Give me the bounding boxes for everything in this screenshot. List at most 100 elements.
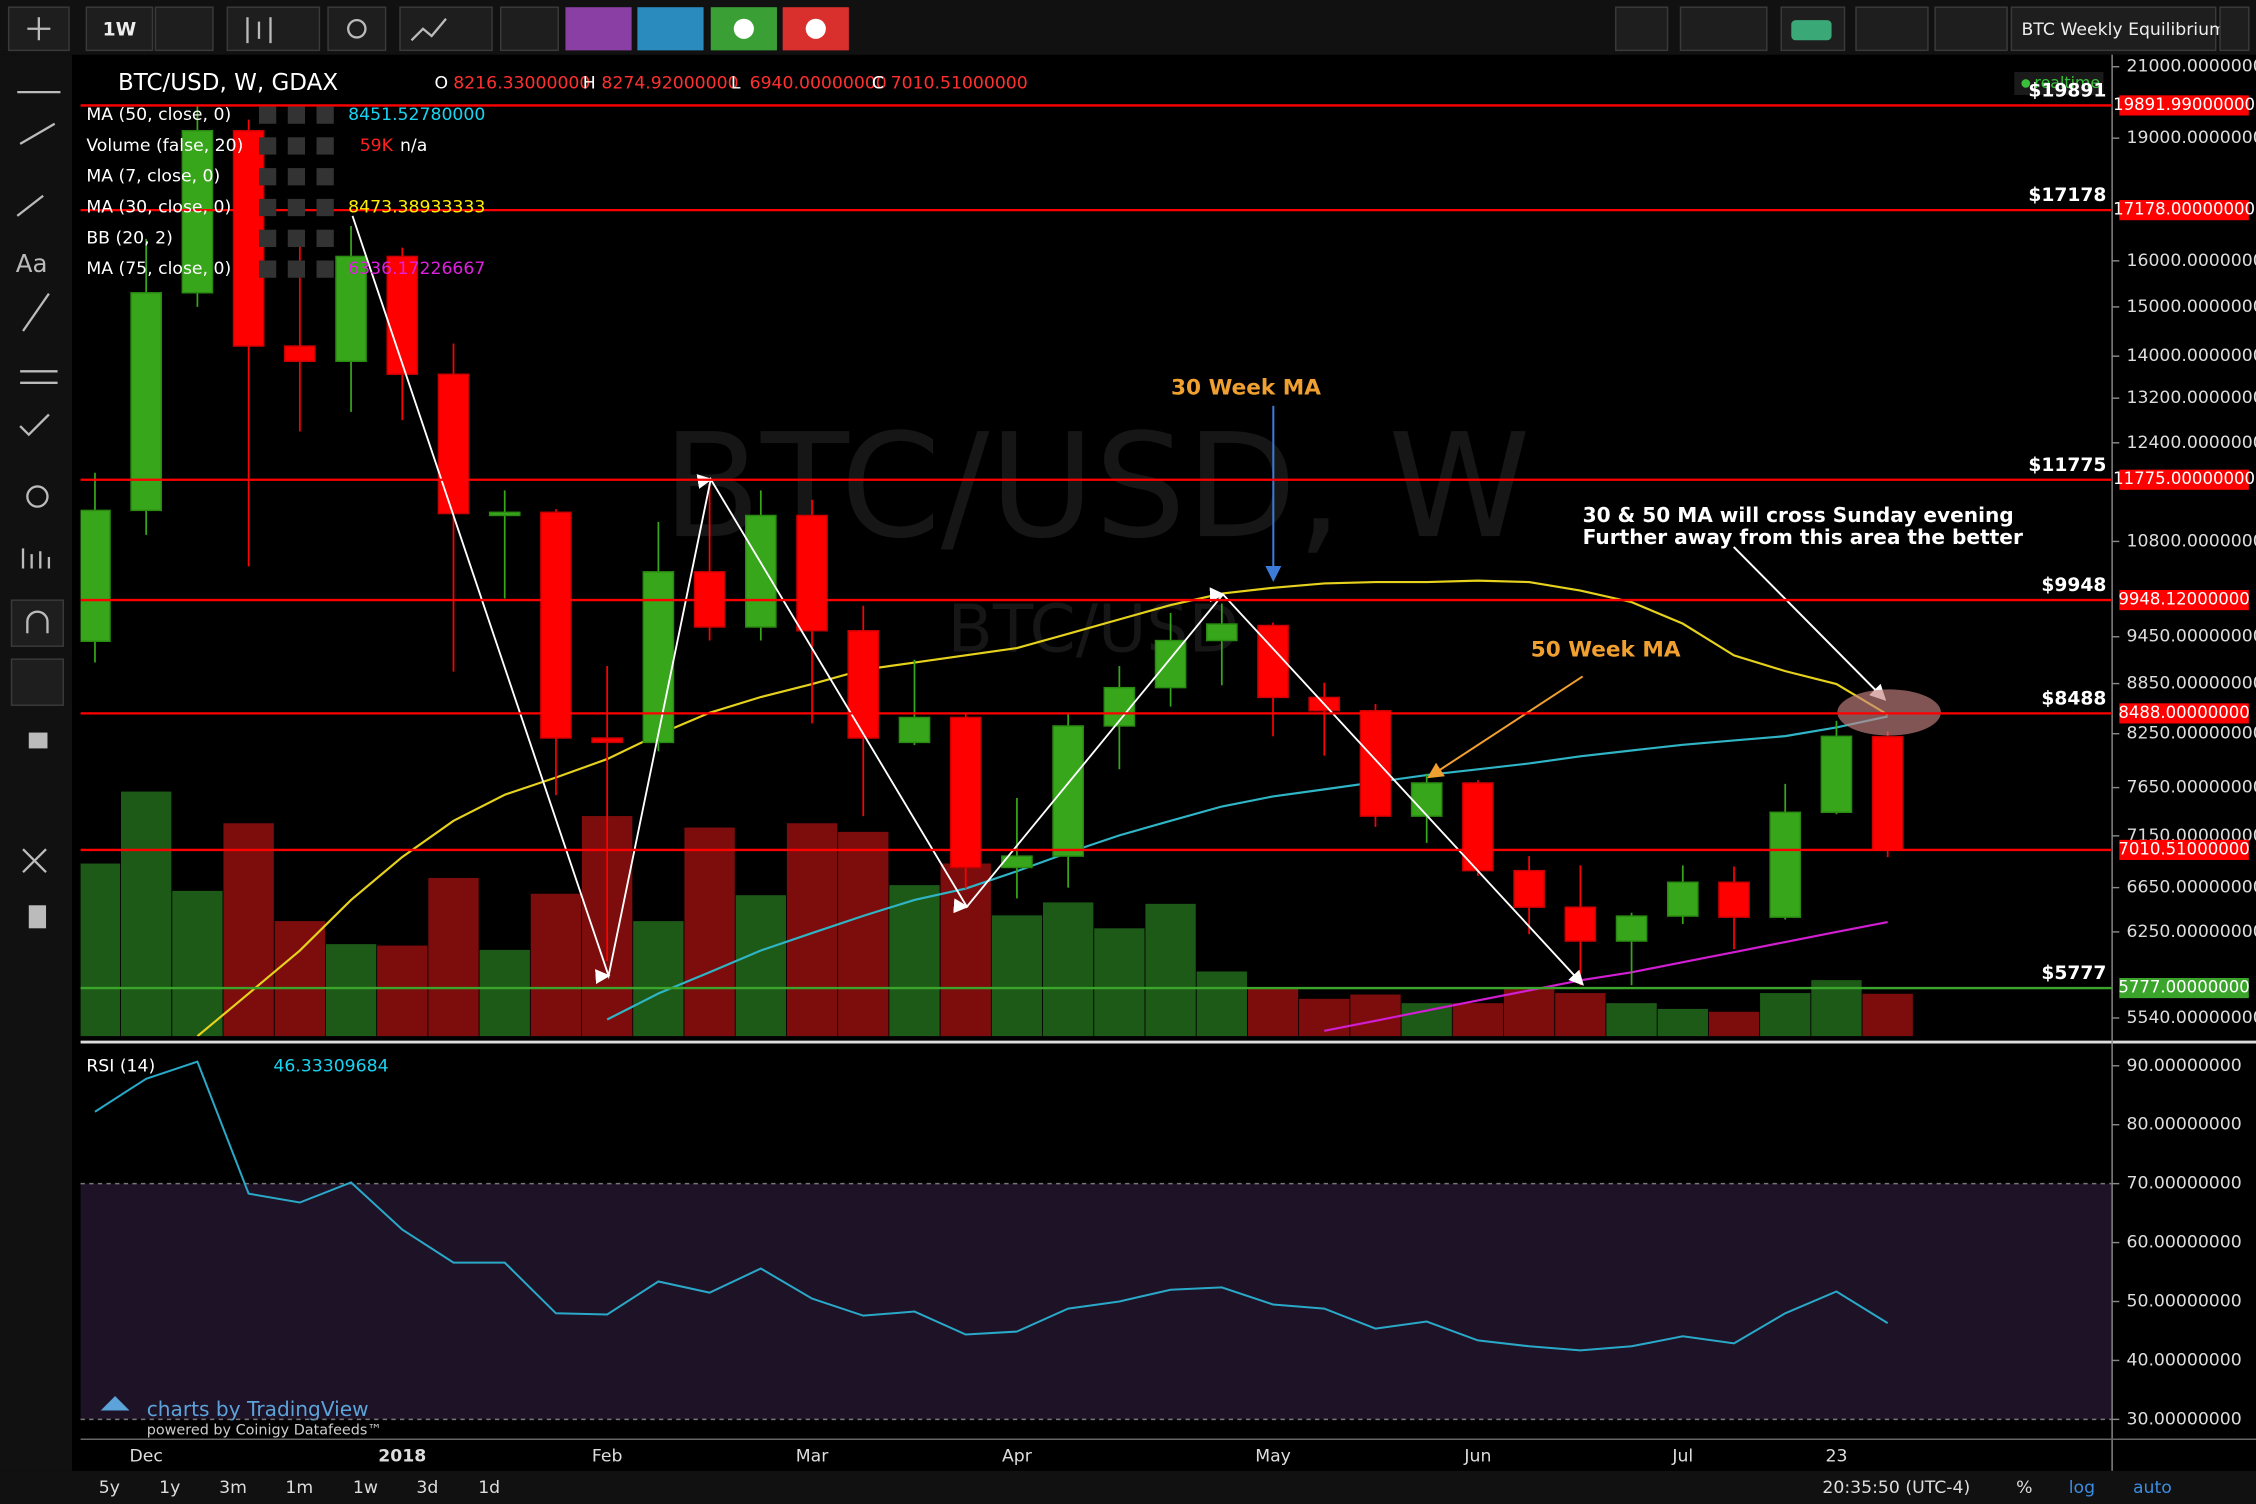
- indicator-control[interactable]: [287, 137, 306, 155]
- icon: [347, 18, 367, 39]
- candle-body: [540, 511, 572, 739]
- indicator-control[interactable]: [316, 229, 334, 247]
- range-button[interactable]: 5y: [99, 1478, 120, 1498]
- level-box: [2119, 200, 2249, 221]
- layout-menu[interactable]: [2219, 6, 2250, 52]
- indicator-control[interactable]: [316, 168, 334, 186]
- indicator-control[interactable]: [316, 198, 334, 217]
- load-button[interactable]: [1855, 6, 1929, 52]
- volume-bar: [1606, 1003, 1657, 1037]
- y-tick-label: 8850.00000000: [2127, 674, 2256, 694]
- y-tick-label: 80.00000000: [2127, 1115, 2242, 1135]
- indicator-control[interactable]: [287, 229, 306, 247]
- candle-body: [1513, 869, 1545, 908]
- icon: [246, 17, 272, 44]
- volume-bar: [1350, 994, 1401, 1037]
- footer: 5y 1y 3m 1m 1w 3d 1d% log auto: [99, 1478, 2172, 1498]
- interval-button[interactable]: [85, 6, 154, 52]
- indicator-control[interactable]: [316, 106, 334, 124]
- annotation: 50 Week MA: [1531, 638, 1681, 663]
- indicator-name[interactable]: Volume (false, 20): [86, 136, 243, 156]
- candle-body: [744, 514, 777, 628]
- volume-bar: [1452, 1003, 1504, 1037]
- range-button[interactable]: 3m: [219, 1478, 247, 1498]
- range-button[interactable]: 1y: [159, 1478, 180, 1498]
- rsi-band-bg: [80, 1183, 2113, 1420]
- indicators-button[interactable]: [399, 6, 493, 52]
- candle-body: [284, 345, 316, 363]
- candle-body: [847, 630, 880, 739]
- zoom-tool[interactable]: [26, 485, 49, 508]
- volume-bar: [684, 827, 735, 1037]
- indicator-control[interactable]: [316, 260, 334, 278]
- alert-button[interactable]: [637, 7, 704, 51]
- range-button[interactable]: 1d: [478, 1478, 500, 1498]
- y-tick-label: 5540.00000000: [2127, 1008, 2256, 1028]
- indicator-control[interactable]: [258, 137, 277, 155]
- indicator-name[interactable]: BB (20, 2): [86, 228, 173, 248]
- volume-bar: [274, 921, 326, 1037]
- remove-tool[interactable]: [22, 848, 47, 873]
- candle-body: [80, 509, 111, 643]
- level-box: [2119, 590, 2249, 611]
- layout-button[interactable]: [2010, 6, 2217, 52]
- chart-style-button[interactable]: [226, 6, 321, 52]
- save-button[interactable]: [1934, 6, 2008, 52]
- ohlc-value: 6940.00000000: [750, 73, 887, 93]
- measure-tool[interactable]: [21, 548, 51, 569]
- y-tick-label: 7650.00000000: [2127, 778, 2256, 798]
- volume-bar: [325, 944, 377, 1037]
- template-button[interactable]: [565, 7, 632, 51]
- indicator-control[interactable]: [287, 168, 306, 186]
- lock-tool[interactable]: [28, 732, 48, 749]
- candle-body: [1052, 725, 1084, 857]
- indicator-name[interactable]: MA (30, close, 0): [86, 198, 231, 218]
- arrow: [1733, 546, 1887, 701]
- magnet-tool[interactable]: [10, 599, 65, 647]
- indicator-name[interactable]: MA (7, close, 0): [86, 167, 220, 187]
- volume-bar: [377, 945, 428, 1037]
- indicator-control[interactable]: [316, 137, 334, 155]
- indicator-control[interactable]: [258, 260, 277, 278]
- indicator-control[interactable]: [287, 106, 306, 124]
- volume-bar: [1503, 987, 1555, 1037]
- ohlc-key: H: [583, 73, 596, 93]
- icon: [410, 17, 447, 42]
- indicator-name[interactable]: MA (75, close, 0): [86, 259, 231, 279]
- scale-mode[interactable]: log: [2069, 1478, 2095, 1498]
- indicator-control[interactable]: [258, 106, 277, 124]
- drawing-mode-tool[interactable]: [10, 658, 65, 706]
- left-toolbar: [0, 54, 72, 1471]
- indicator-control[interactable]: [258, 168, 277, 186]
- volume-bar: [633, 921, 684, 1037]
- range-button[interactable]: 3d: [416, 1478, 438, 1498]
- candle-body: [796, 514, 828, 632]
- range-button[interactable]: 1m: [285, 1478, 313, 1498]
- indicator-control[interactable]: [287, 260, 306, 278]
- indicator-name[interactable]: MA (50, close, 0): [86, 105, 231, 125]
- volume-bar: [991, 915, 1043, 1037]
- range-button[interactable]: 1w: [353, 1478, 378, 1498]
- compare-button[interactable]: [499, 6, 559, 52]
- undo-redo-button[interactable]: [1679, 6, 1768, 52]
- rsi-title: RSI (14): [86, 1056, 155, 1076]
- level-label: 8488.00000000: [2118, 703, 2249, 722]
- indicator-control[interactable]: [287, 198, 306, 217]
- menu-button[interactable]: [154, 6, 214, 52]
- candle-body: [949, 716, 982, 869]
- scale-mode[interactable]: auto: [2133, 1478, 2172, 1498]
- annotation: 30 Week MA: [1171, 376, 1321, 401]
- settings-button[interactable]: [327, 6, 387, 52]
- fullscreen-button[interactable]: [1615, 6, 1669, 52]
- trash-tool[interactable]: [28, 905, 47, 929]
- text-tool[interactable]: Aa: [16, 249, 48, 278]
- volume-bar: [428, 877, 479, 1037]
- indicator-control[interactable]: [258, 229, 277, 247]
- scale-mode[interactable]: %: [2016, 1478, 2032, 1498]
- candle-body: [1820, 735, 1853, 814]
- y-tick-label: 21000.00000000: [2127, 57, 2256, 77]
- indicator-control[interactable]: [258, 198, 277, 217]
- volume-bar: [1708, 1011, 1760, 1037]
- watermark: BTC/USD, W: [662, 402, 1530, 570]
